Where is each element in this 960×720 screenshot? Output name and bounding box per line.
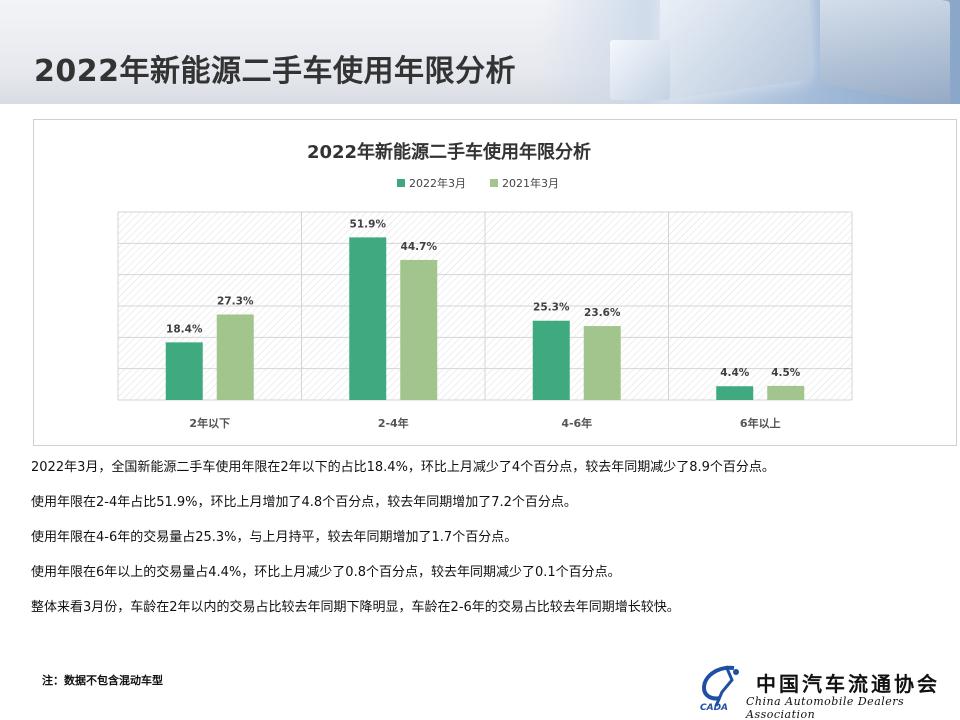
cada-mark-text: CADA bbox=[700, 703, 728, 712]
data-label: 51.9% bbox=[350, 218, 387, 230]
decorative-cube bbox=[660, 0, 810, 101]
paragraph: 使用年限在4-6年的交易量占25.3%，与上月持平，较去年同期增加了1.7个百分… bbox=[31, 530, 518, 545]
paragraph: 使用年限在6年以上的交易量占4.4%，环比上月减少了0.8个百分点，较去年同期减… bbox=[31, 565, 621, 580]
data-label: 4.4% bbox=[720, 367, 750, 379]
bar bbox=[216, 314, 254, 400]
bar bbox=[716, 386, 754, 400]
x-tick-label: 2年以下 bbox=[189, 416, 230, 430]
paragraph: 使用年限在2-4年占比51.9%，环比上月增加了4.8个百分点，较去年同期增加了… bbox=[31, 495, 577, 510]
chart-container: 2022年新能源二手车使用年限分析 2022年3月 2021年3月 18.4% 27… bbox=[33, 119, 957, 446]
bar bbox=[400, 259, 438, 400]
logo-english-name: China Automobile Dealers Association bbox=[746, 695, 905, 720]
data-label: 44.7% bbox=[401, 241, 438, 253]
data-label: 18.4% bbox=[166, 323, 203, 335]
bar bbox=[583, 326, 621, 400]
chart-title: 2022年新能源二手车使用年限分析 bbox=[307, 141, 591, 163]
legend-label: 2022年3月 bbox=[409, 176, 466, 190]
bar-chart: 2022年新能源二手车使用年限分析 2022年3月 2021年3月 18.4% 27… bbox=[117, 141, 853, 430]
cada-logo-icon: CADA bbox=[700, 665, 739, 712]
data-label: 27.3% bbox=[217, 295, 254, 307]
bar bbox=[532, 320, 570, 400]
bar bbox=[767, 385, 805, 400]
legend-swatch bbox=[397, 179, 405, 187]
cada-logo: CADA 中国汽车流通协会 China Automobile Dealers A… bbox=[696, 662, 956, 720]
footnote: 注：数据不包含混动车型 bbox=[42, 674, 163, 687]
legend-swatch bbox=[490, 179, 498, 187]
data-label: 25.3% bbox=[533, 302, 570, 314]
bar bbox=[349, 237, 387, 400]
page-title: 2022年新能源二手车使用年限分析 bbox=[34, 54, 516, 89]
logo-chinese-name: 中国汽车流通协会 bbox=[756, 672, 940, 696]
data-label: 23.6% bbox=[584, 307, 621, 319]
data-label: 4.5% bbox=[771, 367, 801, 379]
paragraph: 整体来看3月份，车龄在2年以内的交易占比较去年同期下降明显，车龄在2-6年的交易… bbox=[31, 600, 680, 615]
legend-label: 2021年3月 bbox=[502, 176, 559, 190]
header-band: 2022年新能源二手车使用年限分析 bbox=[0, 0, 960, 104]
header-decorative-image bbox=[540, 0, 960, 104]
x-tick-label: 6年以上 bbox=[740, 416, 781, 430]
x-tick-label: 2-4年 bbox=[378, 416, 409, 430]
decorative-cube bbox=[610, 40, 670, 100]
decorative-cube bbox=[820, 0, 950, 104]
chart-legend: 2022年3月 2021年3月 bbox=[397, 176, 559, 190]
bar bbox=[165, 342, 203, 400]
paragraph: 2022年3月，全国新能源二手车使用年限在2年以下的占比18.4%，环比上月减少… bbox=[31, 460, 775, 475]
plot-area: 18.4% 27.3% 2年以下 51.9% 44.7% 2-4年 25.3% 23.6% 4-… bbox=[117, 211, 853, 430]
x-tick-label: 4-6年 bbox=[561, 416, 592, 430]
analysis-text: 2022年3月，全国新能源二手车使用年限在2年以下的占比18.4%，环比上月减少… bbox=[31, 456, 911, 631]
